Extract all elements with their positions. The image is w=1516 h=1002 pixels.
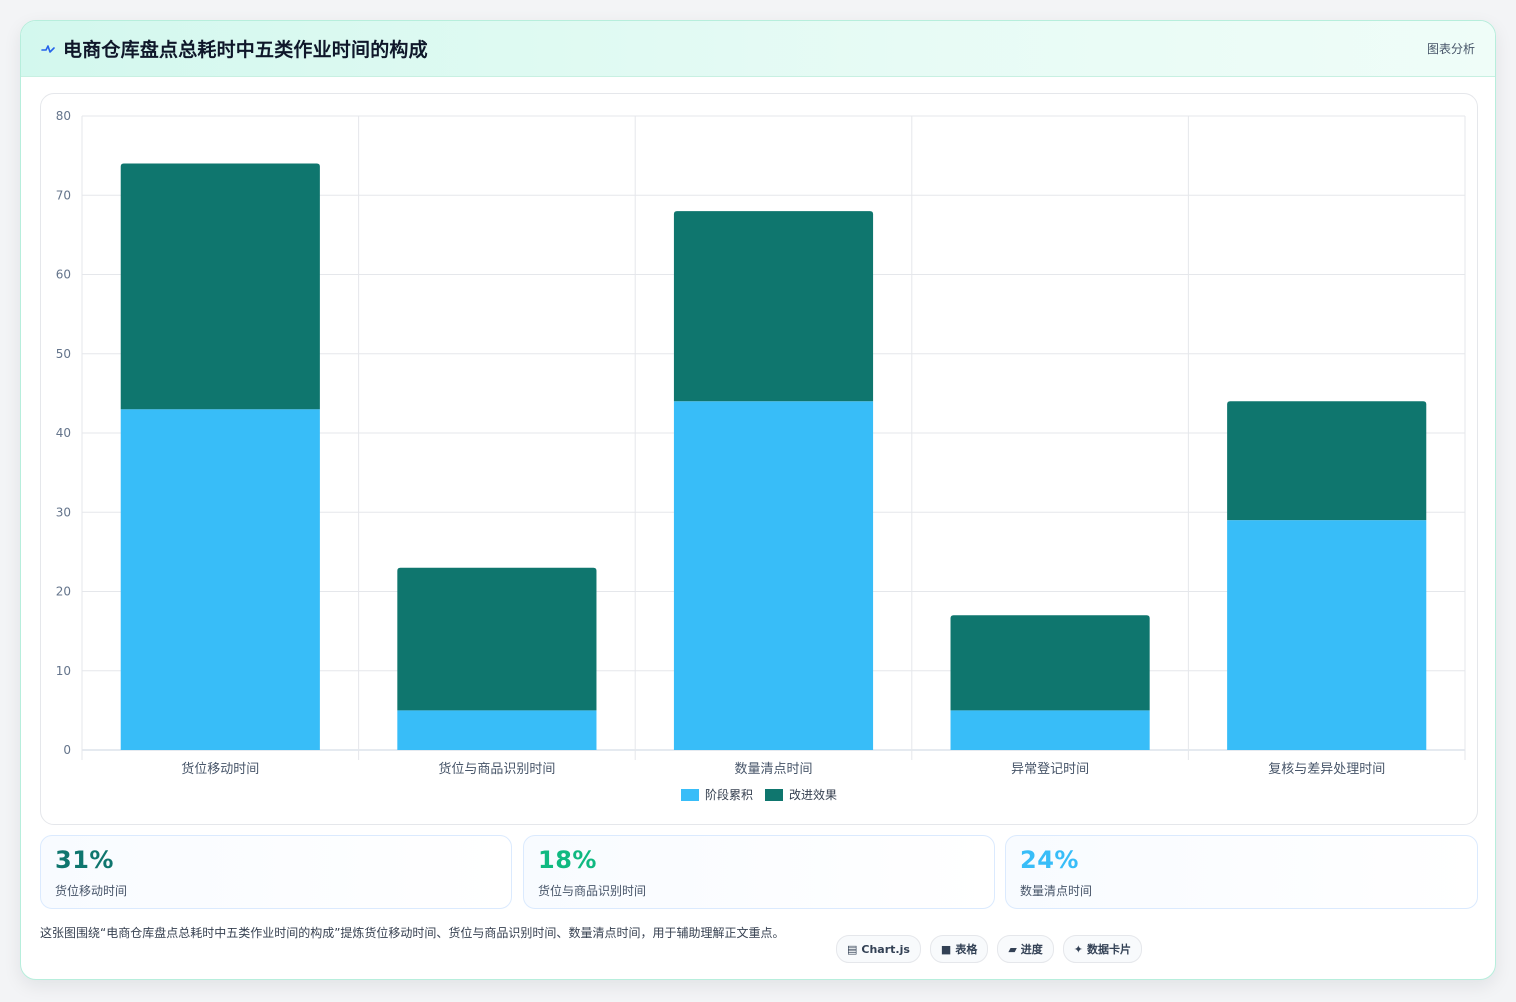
- card-header: 电商仓库盘点总耗时中五类作业时间的构成 图表分析: [21, 21, 1495, 77]
- bar-segment: [950, 615, 1150, 711]
- legend-label: 改进效果: [789, 788, 838, 802]
- bar-segment: [1227, 520, 1427, 750]
- bar-segment: [120, 409, 320, 750]
- y-tick-label: 80: [56, 109, 71, 123]
- stat-value: 31%: [55, 846, 114, 874]
- chart-icon: ▤: [847, 942, 858, 956]
- legend-swatch: [680, 788, 699, 801]
- y-tick-label: 60: [56, 268, 71, 282]
- y-tick-label: 40: [56, 426, 71, 440]
- y-tick-label: 10: [56, 664, 71, 678]
- y-tick-label: 0: [63, 743, 71, 757]
- chart-title: 电商仓库盘点总耗时中五类作业时间的构成: [63, 39, 428, 61]
- stat-card-1: 31% 货位移动时间: [40, 835, 512, 909]
- stat-value: 18%: [538, 846, 597, 874]
- tag-progress[interactable]: ▰ 进度: [997, 935, 1054, 963]
- tag-chartjs[interactable]: ▤ Chart.js: [836, 935, 921, 963]
- bar-segment: [950, 710, 1150, 750]
- bar-segment: [397, 567, 597, 711]
- x-tick-label: 异常登记时间: [1011, 762, 1089, 777]
- y-tick-label: 50: [56, 347, 71, 361]
- tag-table[interactable]: ■ 表格: [929, 935, 989, 963]
- chart-description: 这张图围绕“电商仓库盘点总耗时中五类作业时间的构成”提炼货位移动时间、货位与商品…: [40, 926, 785, 940]
- tag-label: 数据卡片: [1087, 943, 1132, 956]
- y-tick-label: 20: [56, 585, 71, 599]
- tag-data-card[interactable]: ✦ 数据卡片: [1062, 935, 1143, 963]
- table-icon: ■: [940, 942, 952, 956]
- chart-panel: 0 10 20 30 40 50 60 70 80 货位移动时间 货位与商品识别时间 数量清点时间 异常…: [40, 93, 1478, 825]
- x-tick-label: 货位与商品识别时间: [438, 761, 555, 777]
- legend-swatch: [765, 788, 783, 801]
- tag-label: Chart.js: [861, 942, 910, 956]
- chart-legend: 阶段累积 改进效果: [41, 786, 1477, 803]
- bar-segment: [1227, 401, 1427, 521]
- tag-label: 进度: [1020, 943, 1043, 956]
- progress-icon: ▰: [1008, 942, 1017, 956]
- sparkle-icon: ✦: [1073, 942, 1084, 956]
- tag-label: 表格: [955, 943, 978, 956]
- bar-segment: [673, 211, 874, 402]
- chart-analysis-link[interactable]: 图表分析: [1426, 42, 1475, 56]
- pulse-icon: [41, 45, 55, 53]
- stat-card-3: 24% 数量清点时间: [1005, 835, 1478, 909]
- x-tick-label: 数量清点时间: [734, 762, 812, 777]
- stat-label: 数量清点时间: [1020, 884, 1093, 898]
- bar-segment: [120, 163, 320, 410]
- stat-label: 货位移动时间: [55, 884, 128, 898]
- x-tick-label: 复核与差异处理时间: [1268, 762, 1385, 777]
- bar-segment: [397, 710, 597, 750]
- legend-label: 阶段累积: [704, 788, 753, 802]
- legend-item[interactable]: 阶段累积: [680, 786, 753, 803]
- legend-item[interactable]: 改进效果: [765, 786, 837, 803]
- x-tick-label: 货位移动时间: [181, 761, 259, 777]
- y-tick-label: 70: [56, 188, 71, 202]
- stat-value: 24%: [1020, 846, 1079, 874]
- stat-card-2: 18% 货位与商品识别时间: [523, 835, 995, 909]
- stacked-bar-chart: 0 10 20 30 40 50 60 70 80 货位移动时间 货位与商品识别时间 数量清点时间 异常…: [56, 109, 1466, 777]
- chart-card: 电商仓库盘点总耗时中五类作业时间的构成 图表分析 0 10 20 30 40 50 60 70…: [20, 20, 1496, 980]
- stat-label: 货位与商品识别时间: [538, 884, 647, 898]
- tag-list: ▤ Chart.js ■ 表格 ▰ 进度 ✦ 数据卡片: [836, 935, 1143, 963]
- y-tick-label: 30: [56, 505, 71, 519]
- bar-segment: [673, 401, 874, 750]
